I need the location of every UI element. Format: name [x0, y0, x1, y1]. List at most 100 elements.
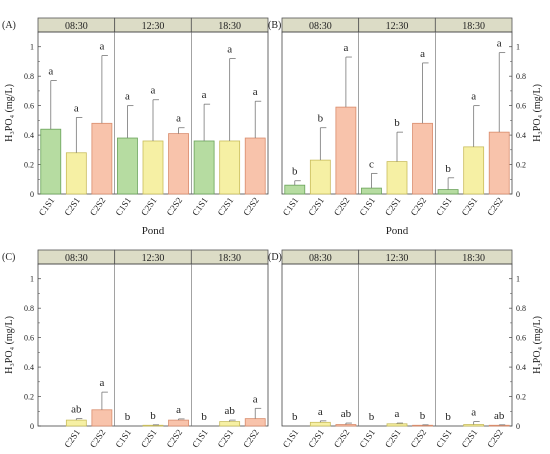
significance-letter: a	[395, 408, 400, 420]
x-tick-label: C2S2	[241, 427, 261, 449]
bar-c2s2	[91, 122, 113, 195]
significance-letter: a	[176, 113, 181, 125]
significance-letter: a	[471, 91, 476, 103]
significance-letter: ab	[71, 404, 82, 416]
y-axis-label: H₃PO₄ (mg/L)	[532, 316, 543, 374]
significance-letter: b	[292, 411, 298, 423]
y-tick-label: 0.2	[24, 393, 34, 402]
x-tick-label: C1S1	[281, 427, 301, 449]
y-tick-label: 0.6	[24, 102, 34, 111]
significance-letter: a	[253, 86, 258, 98]
bar-c1s1	[117, 137, 138, 195]
time-header-label: 08:30	[309, 253, 332, 264]
bar-c2s1	[463, 424, 485, 427]
bar-c2s1	[309, 159, 331, 195]
x-tick-label: C2S1	[62, 195, 82, 217]
y-tick-label: 0.4	[516, 131, 526, 140]
time-header-label: 08:30	[65, 253, 88, 264]
bar-c2s2	[168, 419, 189, 427]
bar-c2s2	[488, 424, 510, 427]
plot-frame	[281, 263, 513, 427]
y-tick-label: 0.8	[24, 304, 34, 313]
significance-letter: b	[201, 411, 207, 423]
y-tick-label: 0.2	[516, 161, 526, 170]
y-axis-label: H₃PO₄ (mg/L)	[4, 84, 15, 142]
bar-c1s1	[361, 187, 382, 195]
significance-letter: b	[369, 411, 375, 423]
significance-letter: a	[99, 377, 104, 389]
y-tick-label: 0	[516, 190, 520, 199]
x-tick-label: C2S1	[383, 195, 403, 217]
panel-b: (B) 08:30 12:30 18:30 0 0.2 0.4 0.6 0.8 1 H₃PO₄ (m…	[268, 17, 543, 237]
bar-c2s1	[65, 152, 87, 195]
x-tick-label: C2S2	[332, 427, 352, 449]
y-tick-label: 0.4	[516, 363, 526, 372]
bar-c2s2	[335, 424, 357, 427]
y-axis-label: H₃PO₄ (mg/L)	[532, 84, 543, 142]
x-tick-label: C2S1	[306, 195, 326, 217]
x-tick-label: C1S1	[434, 427, 454, 449]
significance-letter: a	[420, 48, 425, 60]
y-tick-label: 0.8	[24, 72, 34, 81]
significance-letter: a	[176, 404, 181, 416]
y-tick-label: 1	[516, 43, 520, 52]
x-tick-label: C2S1	[460, 195, 480, 217]
bar-c2s2	[412, 424, 433, 427]
y-tick-label: 0.4	[24, 131, 34, 140]
time-header-label: 12:30	[386, 253, 409, 264]
bar-c2s1	[219, 140, 241, 195]
x-tick-label: C1S1	[281, 195, 301, 217]
bar-c2s1	[142, 140, 164, 195]
significance-letter: a	[253, 393, 258, 405]
bar-c1s1	[437, 189, 459, 195]
bar-c2s1	[386, 423, 408, 427]
bar-c1s1	[40, 128, 62, 195]
y-tick-label: 1	[30, 275, 34, 284]
plot-frame	[37, 263, 269, 427]
significance-letter: c	[369, 158, 374, 170]
y-tick-label: 0.6	[516, 102, 526, 111]
bar-c2s2	[244, 137, 266, 195]
significance-letter: b	[150, 410, 156, 422]
significance-letter: b	[420, 410, 426, 422]
x-tick-label: C2S2	[165, 427, 185, 449]
x-tick-label: C2S2	[485, 195, 505, 217]
significance-letter: b	[445, 411, 451, 423]
x-tick-label: C2S2	[88, 427, 108, 449]
y-axis-label: H₃PO₄ (mg/L)	[4, 316, 15, 374]
bar-c2s2	[488, 131, 510, 195]
significance-letter: ab	[341, 408, 352, 420]
panel-label: (D)	[268, 252, 282, 263]
y-tick-label: 1	[30, 43, 34, 52]
y-tick-label: 0.6	[516, 334, 526, 343]
panel-c: (C) 08:30 12:30 18:30 0 0.2 0.4 0.6 0.8 1 H₃PO₄ (m…	[2, 249, 269, 450]
x-tick-label: C2S2	[241, 195, 261, 217]
time-header-label: 12:30	[142, 253, 165, 264]
x-tick-label: C2S2	[485, 427, 505, 449]
panel-label: (A)	[2, 20, 16, 31]
x-tick-label: C2S1	[62, 427, 82, 449]
x-tick-label: C2S2	[88, 195, 108, 217]
x-tick-label: C2S2	[165, 195, 185, 217]
bar-c2s2	[91, 409, 113, 427]
y-tick-label: 0.8	[516, 304, 526, 313]
bar-c2s1	[65, 419, 87, 427]
bar-c2s2	[335, 106, 357, 195]
bar-c1s1	[193, 140, 215, 195]
significance-letter: a	[318, 406, 323, 418]
x-tick-label: C1S1	[190, 427, 210, 449]
y-tick-label: 0.2	[24, 161, 34, 170]
significance-letter: b	[292, 166, 298, 178]
bar-c2s1	[386, 161, 408, 195]
significance-letter: a	[125, 91, 130, 103]
time-header-label: 12:30	[142, 21, 165, 32]
x-tick-label: C2S2	[409, 195, 429, 217]
panel-d: (D) 08:30 12:30 18:30 0 0.2 0.4 0.6 0.8 1 H₃PO₄ (m…	[268, 249, 543, 450]
x-tick-label: C1S1	[434, 195, 454, 217]
bar-c2s2	[168, 133, 189, 195]
time-header-label: 12:30	[386, 21, 409, 32]
x-tick-label: C2S2	[332, 195, 352, 217]
x-tick-label: C1S1	[357, 195, 377, 217]
bar-c2s1	[309, 421, 331, 427]
significance-letter: b	[394, 117, 400, 129]
